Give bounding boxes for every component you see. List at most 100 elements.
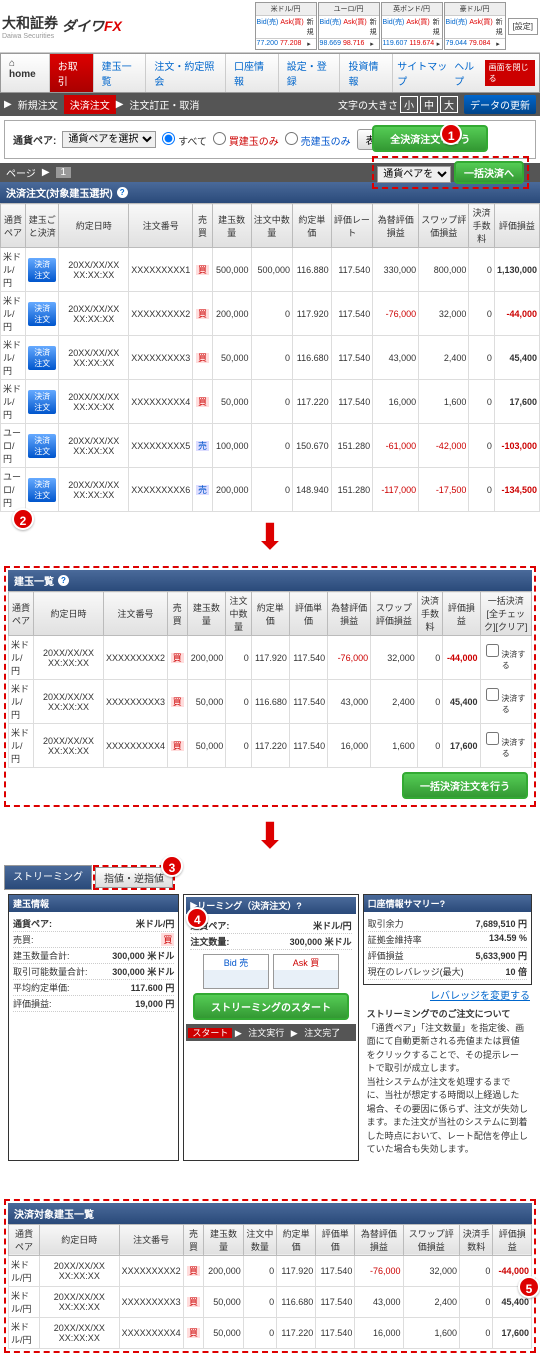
table-row: 米ドル/円20XX/XX/XX XX:XX:XXXXXXXXXXX3買50,00… — [9, 680, 532, 724]
note-body: 「通貨ペア」「注文数量」を指定後、画面にて自動更新される売値または買値をクリック… — [367, 1023, 528, 1155]
col-header: 注文中数量 — [251, 204, 293, 248]
nav-settings[interactable]: 設定・登録 — [279, 54, 341, 92]
settle-table: 通貨ペア建玉ごと決済約定日時注文番号売買建玉数量注文中数量約定単価評価レート為替… — [0, 203, 540, 512]
settle-all-button[interactable]: 全決済注文を行う — [372, 125, 488, 152]
page-current[interactable]: 1 — [56, 167, 72, 178]
col-header: 約定日時 — [40, 1224, 120, 1255]
nav-trade[interactable]: お取引 — [50, 54, 94, 92]
help-icon[interactable]: ? — [296, 901, 302, 911]
header: 大和証券 Daiwa Securities ダイワFX 米ドル/円Bid(売)A… — [0, 0, 540, 53]
subnav-settle[interactable]: 決済注文 — [64, 95, 116, 114]
col-header: 為替評価損益 — [328, 592, 371, 636]
help-link[interactable]: ヘルプ — [454, 58, 480, 88]
radio-buy[interactable]: 買建玉のみ — [213, 132, 279, 148]
bid-button[interactable]: Bid 売 — [203, 954, 269, 989]
arrow-icon: ⬇ — [0, 512, 540, 562]
help-icon[interactable]: ? — [58, 575, 69, 586]
settings-button[interactable]: [設定] — [508, 18, 538, 35]
col-header: 通貨ペア — [9, 1224, 40, 1255]
col-header: 為替評価損益 — [355, 1224, 403, 1255]
subnav-modify[interactable]: 注文訂正・取消 — [123, 95, 205, 114]
leverage-link[interactable]: レバレッジを変更する — [430, 991, 530, 1002]
col-header: 約定日時 — [34, 592, 104, 636]
settle-button[interactable]: 決済注文 — [28, 434, 56, 458]
settle-button[interactable]: 決済注文 — [28, 390, 56, 414]
target-table: 通貨ペア約定日時注文番号売買建玉数量注文中数量約定単価評価単価為替評価損益スワッ… — [8, 1224, 532, 1349]
settle-button[interactable]: 決済注文 — [28, 346, 56, 370]
filter-panel: 通貨ペア: 通貨ペアを選択 すべて 買建玉のみ 売建玉のみ 表示 全決済注文を行… — [4, 120, 536, 159]
arrow-icon: ⬇ — [0, 811, 540, 861]
rate-tile[interactable]: 英ポンド/円Bid(売)Ask(買)新規119.607119.674▸ — [381, 2, 443, 50]
note-heading: ストリーミングでのご注文について — [367, 1009, 511, 1019]
bulk-box: 通貨ペアを 一括決済へ 1 — [372, 156, 529, 189]
col-header: 注文番号 — [103, 592, 167, 636]
rate-tile[interactable]: ユーロ/円Bid(売)Ask(買)新規98.66998.716▸ — [318, 2, 380, 50]
nav-account[interactable]: 口座情報 — [226, 54, 279, 92]
table-row: 米ドル/円20XX/XX/XX XX:XX:XXXXXXXXXXX4買50,00… — [9, 724, 532, 768]
col-header: 約定単価 — [277, 1224, 316, 1255]
col-header: スワップ評価損益 — [371, 592, 418, 636]
col-header: 為替評価損益 — [373, 204, 419, 248]
rate-tile[interactable]: 米ドル/円Bid(売)Ask(買)新規77.20077.208▸ — [255, 2, 317, 50]
ask-button[interactable]: Ask 買 — [273, 954, 339, 989]
settle-checkbox[interactable]: 決済する — [480, 724, 532, 768]
table-row: ユーロ/円決済注文20XX/XX/XX XX:XX:XXXXXXXXXXX5売1… — [1, 424, 540, 468]
position-info-box: 建玉情報 通貨ペア:米ドル/円 売買:買 建玉数量合計:300,000 米ドル … — [8, 894, 179, 1161]
col-header: 建玉数量 — [187, 592, 226, 636]
col-header: 注文中数量 — [243, 1224, 276, 1255]
col-header: 建玉数量 — [204, 1224, 243, 1255]
fontsize-large[interactable]: 大 — [440, 96, 458, 113]
settle-checkbox[interactable]: 決済する — [480, 636, 532, 680]
help-icon[interactable]: ? — [117, 187, 128, 198]
col-header: 評価レート — [331, 204, 373, 248]
settle-button[interactable]: 決済注文 — [28, 302, 56, 326]
help-icon[interactable]: ? — [440, 899, 446, 909]
position-section: 建玉一覧? 通貨ペア約定日時注文番号売買建玉数量注文中数量約定単価評価単価為替評… — [4, 566, 536, 807]
refresh-button[interactable]: データの更新 — [464, 95, 536, 114]
radio-sell[interactable]: 売建玉のみ — [285, 132, 351, 148]
rate-tile[interactable]: 豪ドル/円Bid(売)Ask(買)新規79.04479.084▸ — [444, 2, 506, 50]
col-header: 注文中数量 — [226, 592, 251, 636]
col-header: 評価単価 — [289, 592, 327, 636]
rate-panel: 米ドル/円Bid(売)Ask(買)新規77.20077.208▸ユーロ/円Bid… — [255, 2, 506, 50]
radio-all[interactable]: すべて — [162, 132, 207, 148]
stream-start-button[interactable]: ストリーミングのスタート — [193, 993, 349, 1020]
bulk-settle-exec-button[interactable]: 一括決済注文を行う — [402, 772, 528, 799]
fontsize-med[interactable]: 中 — [420, 96, 438, 113]
fx-logo: ダイワFX — [62, 16, 122, 36]
table-row: 米ドル/円決済注文20XX/XX/XX XX:XX:XXXXXXXXXXX3買5… — [1, 336, 540, 380]
close-button[interactable]: 画面を閉じる — [485, 60, 535, 86]
col-header: 評価損益 — [494, 204, 539, 248]
nav-home[interactable]: ⌂ home — [1, 54, 50, 92]
bulk-pair-select[interactable]: 通貨ペアを — [377, 166, 451, 183]
col-header: 決済手数料 — [417, 592, 442, 636]
col-header: 売買 — [168, 592, 188, 636]
table-row: 米ドル/円20XX/XX/XX XX:XX:XXXXXXXXXXX4買50,00… — [9, 1317, 532, 1348]
col-header: 決済手数料 — [469, 204, 495, 248]
tab-streaming[interactable]: ストリーミング — [4, 865, 92, 890]
badge-5: 5 — [518, 1276, 540, 1298]
settle-button[interactable]: 決済注文 — [28, 258, 56, 282]
col-header: 通貨ペア — [9, 592, 34, 636]
table-row: 米ドル/円20XX/XX/XX XX:XX:XXXXXXXXXXX2買200,0… — [9, 1255, 532, 1286]
sitemap-link[interactable]: サイトマップ — [397, 58, 450, 88]
badge-2: 2 — [12, 508, 34, 530]
main-nav: ⌂ home お取引 建玉一覧 注文・約定照会 口座情報 設定・登録 投資情報 … — [0, 53, 540, 93]
badge-3: 3 — [161, 855, 183, 877]
fontsize-small[interactable]: 小 — [400, 96, 418, 113]
subnav-new[interactable]: 新規注文 — [12, 95, 64, 114]
bulk-settle-button[interactable]: 一括決済へ — [454, 161, 524, 184]
nav-invest[interactable]: 投資情報 — [340, 54, 393, 92]
col-header: 通貨ペア — [1, 204, 26, 248]
settle-checkbox[interactable]: 決済する — [480, 680, 532, 724]
col-header: 評価損益 — [493, 1224, 532, 1255]
nav-positions[interactable]: 建玉一覧 — [94, 54, 147, 92]
col-header: スワップ評価損益 — [419, 204, 469, 248]
order-box: 4 ▶ リーミング（決済注文）? 通貨ペア:米ドル/円 注文数量:300,000… — [183, 894, 358, 1161]
col-header: 注文番号 — [129, 204, 193, 248]
nav-orders[interactable]: 注文・約定照会 — [146, 54, 226, 92]
settle-button[interactable]: 決済注文 — [28, 478, 56, 502]
table3-header: 決済対象建玉一覧 — [8, 1203, 532, 1224]
col-header: 建玉数量 — [212, 204, 251, 248]
pair-select[interactable]: 通貨ペアを選択 — [62, 131, 156, 148]
